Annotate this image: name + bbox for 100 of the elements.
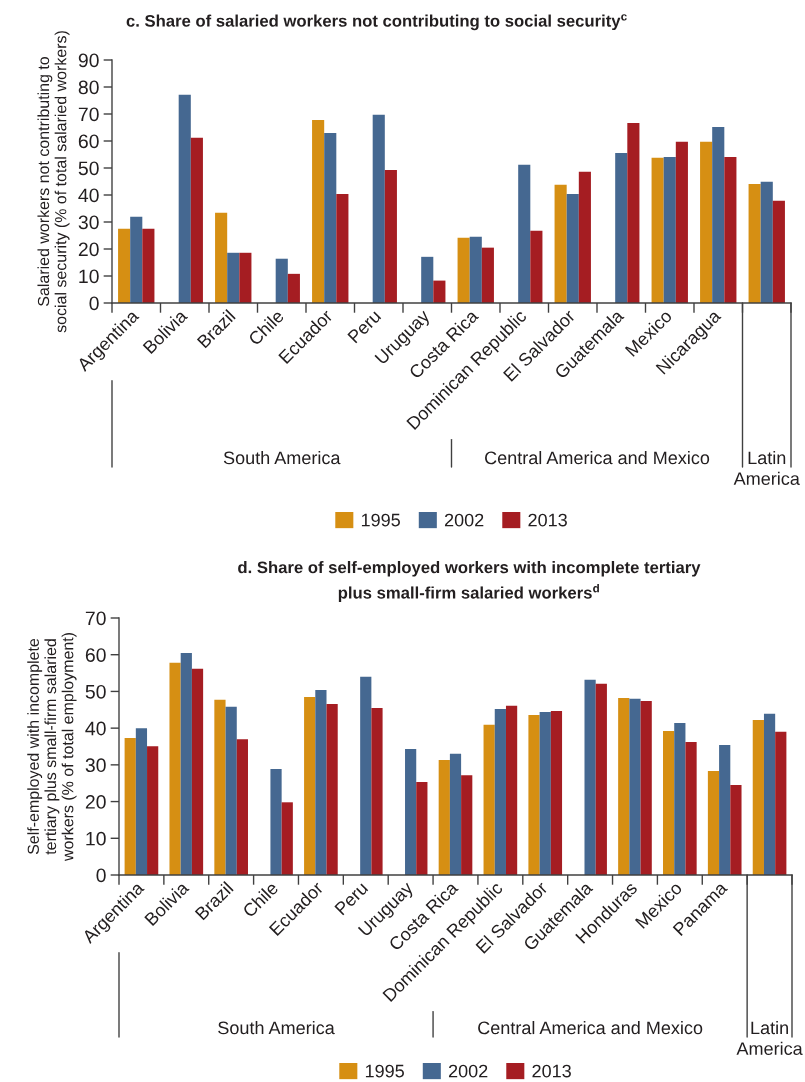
bar: [584, 679, 596, 875]
bar: [236, 739, 248, 875]
text: South America: [218, 1021, 335, 1035]
y-tick-label: 30: [78, 215, 99, 230]
bar: [752, 720, 764, 875]
bar: [772, 200, 785, 303]
bar: [190, 137, 203, 303]
bar: [530, 230, 543, 303]
legend-label: 2013: [528, 513, 567, 527]
bar: [469, 236, 482, 303]
bar: [629, 698, 641, 875]
bar: [494, 709, 506, 875]
bar: [700, 141, 713, 303]
y-tick-label: 0: [89, 296, 99, 311]
bar: [275, 258, 288, 303]
y-tick-label: 50: [78, 161, 99, 176]
bar: [416, 782, 428, 875]
bar: [719, 745, 731, 875]
y-tick-label: 20: [78, 242, 99, 257]
y-tick-label: 70: [85, 611, 106, 626]
y-tick-label: 80: [78, 80, 99, 95]
bar: [685, 742, 697, 875]
bar: [578, 171, 591, 303]
text: Latin America: [733, 451, 800, 486]
bar: [433, 280, 446, 303]
bar: [142, 228, 155, 303]
chart-title: d. Share of self-employed workers with incomplete tertiary plus small-firm salaried workers$^{d}$: [238, 561, 701, 602]
bar: [461, 775, 473, 875]
bar: [707, 771, 720, 875]
bar: [566, 193, 579, 303]
bar: [371, 707, 383, 875]
bar: [304, 696, 316, 875]
bar: [675, 141, 688, 303]
bar: [457, 237, 470, 303]
bar: [528, 714, 540, 875]
text: Latin America: [736, 1021, 803, 1056]
bar: [627, 122, 640, 303]
bar: [214, 699, 226, 875]
bar: [312, 119, 325, 303]
y-tick-label: 90: [78, 53, 99, 68]
y-tick-label: 30: [85, 758, 106, 773]
bar: [730, 785, 742, 875]
bar: [595, 683, 607, 875]
bar: [724, 156, 737, 303]
bar: [270, 768, 282, 875]
legend-label: 2002: [448, 1064, 488, 1078]
y-tick-label: 40: [78, 188, 99, 203]
bar: [324, 132, 337, 303]
bar: [618, 698, 630, 875]
y-tick-label: 50: [85, 684, 106, 699]
bar: [505, 705, 518, 875]
bar: [438, 760, 450, 875]
y-tick-label: 20: [85, 795, 106, 809]
y-tick-label: 60: [78, 134, 99, 149]
y-tick-label: 70: [78, 107, 99, 122]
bar: [225, 706, 237, 875]
y-axis-title: Salaried workers not contributing to social security (% of total salaried workers): [37, 31, 70, 333]
bar: [554, 184, 567, 303]
bar: [315, 689, 327, 875]
bar: [130, 216, 143, 303]
y-axis-title: Self-employed with incomplete tertiary plus small-firm salaried workers (% of total employment): [27, 632, 77, 862]
text: Central America and Mexico: [478, 1021, 703, 1035]
bar: [360, 676, 372, 875]
legend-label: 2013: [532, 1064, 571, 1078]
bar: [763, 713, 776, 875]
bar: [326, 703, 338, 875]
bar: [147, 746, 159, 875]
y-tick-label: 60: [85, 648, 106, 662]
bar: [227, 252, 240, 303]
y-tick-label: 0: [96, 868, 106, 883]
bar: [191, 668, 204, 875]
bar: [518, 164, 531, 303]
chart-title: c. Share of salaried workers not contributing to social security$^{c}$: [126, 14, 627, 31]
bar: [169, 662, 181, 875]
bar: [135, 728, 148, 875]
y-tick-label: 10: [86, 831, 106, 846]
bar: [124, 738, 136, 875]
bar: [336, 193, 349, 303]
bar: [663, 731, 675, 875]
bar: [118, 228, 131, 303]
bar: [775, 731, 787, 875]
legend-label: 1995: [365, 1064, 404, 1078]
bar: [178, 94, 191, 303]
bar: [674, 723, 686, 875]
bar: [712, 126, 725, 303]
bar: [287, 273, 300, 303]
bar: [281, 802, 293, 875]
text: Central America and Mexico: [485, 451, 710, 465]
y-tick-label: 10: [79, 269, 99, 284]
bar: [421, 256, 434, 303]
legend-label: 2002: [444, 513, 484, 527]
bar: [483, 724, 495, 875]
bar: [405, 749, 417, 875]
bar: [372, 114, 385, 303]
bar: [539, 711, 551, 875]
bar: [180, 652, 192, 875]
legend-label: 1995: [361, 513, 400, 527]
bar: [449, 753, 462, 875]
bar: [663, 156, 676, 303]
bar: [550, 710, 563, 875]
